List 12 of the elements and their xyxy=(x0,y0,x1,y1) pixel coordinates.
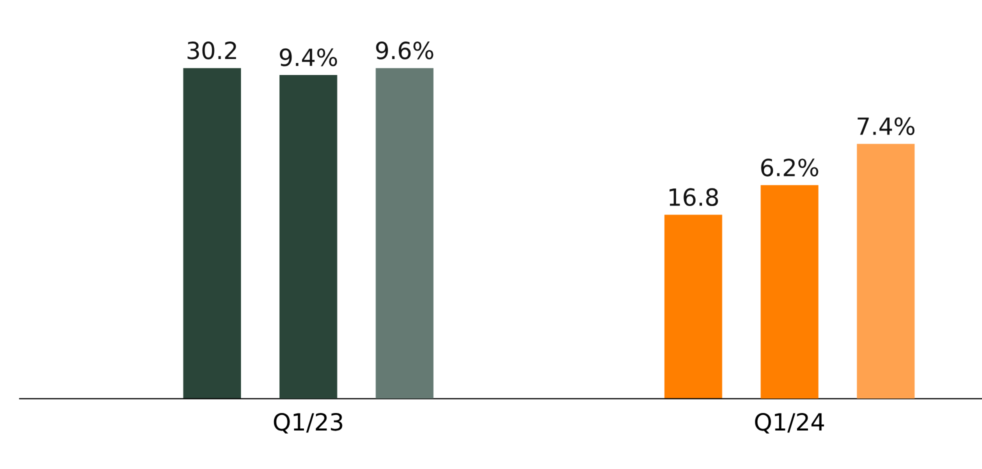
data-label: 16.8 xyxy=(670,188,718,206)
data-label: 30.2 xyxy=(188,42,236,60)
data-label: 9.6% xyxy=(376,42,434,60)
bar xyxy=(760,185,818,399)
bar xyxy=(856,144,915,399)
bar xyxy=(279,75,338,399)
data-label: 9.4% xyxy=(280,48,338,66)
bar xyxy=(376,68,434,399)
data-label: 6.2% xyxy=(761,158,818,176)
x-tick-label: Q1/23 xyxy=(274,412,342,434)
data-label: 7.4% xyxy=(858,117,914,136)
x-tick-label: Q1/24 xyxy=(755,412,824,434)
